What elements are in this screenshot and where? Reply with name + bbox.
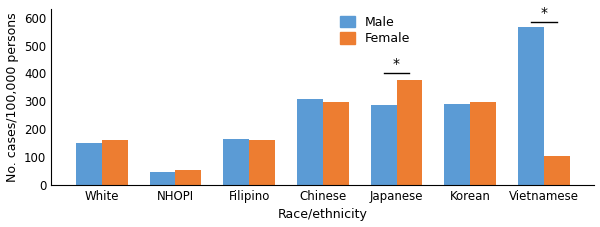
Bar [149,173,175,185]
Bar [102,140,128,185]
Bar [470,102,496,185]
Legend: Male, Female: Male, Female [340,15,410,45]
Bar [445,104,470,185]
Y-axis label: No. cases/100,000 persons: No. cases/100,000 persons [5,12,19,182]
Bar [76,143,102,185]
X-axis label: Race/ethnicity: Race/ethnicity [278,208,368,222]
Bar [371,105,397,185]
Bar [397,80,422,185]
Bar [544,156,570,185]
Bar [249,140,275,185]
Bar [323,102,349,185]
Text: *: * [541,6,547,20]
Bar [518,27,544,185]
Bar [297,99,323,185]
Text: *: * [393,57,400,71]
Bar [175,170,201,185]
Bar [223,139,249,185]
